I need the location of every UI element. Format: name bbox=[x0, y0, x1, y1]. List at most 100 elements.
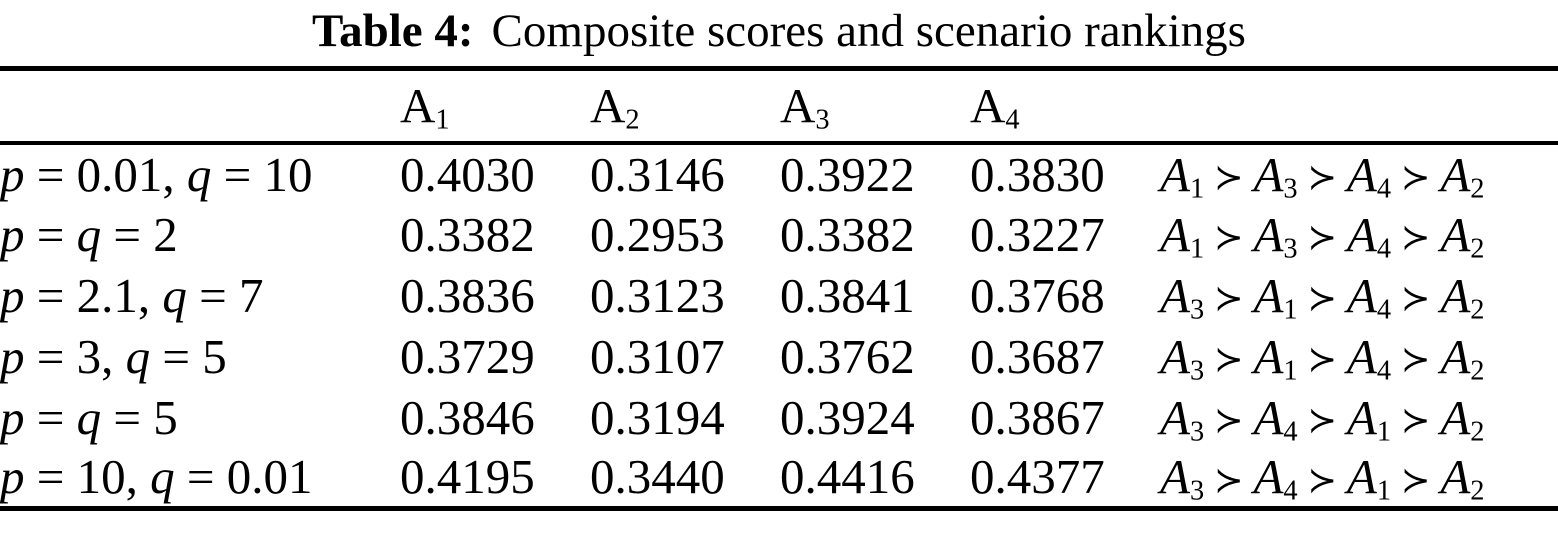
alternative-header-cell: A1 bbox=[400, 69, 590, 143]
alternative-subscript: 1 bbox=[1283, 293, 1298, 325]
corner-cell bbox=[0, 69, 400, 143]
alternative-subscript: 3 bbox=[1283, 232, 1298, 264]
score-cell: 0.3924 bbox=[780, 389, 915, 445]
table-caption-label: Table 4: bbox=[312, 5, 474, 57]
scenario-text: = 3, bbox=[24, 328, 126, 384]
succeeds-operator: ≻ bbox=[1400, 338, 1431, 380]
alternative-symbol: A bbox=[1346, 389, 1377, 445]
alternative-subscript: 2 bbox=[625, 104, 640, 136]
score-cell: 0.4030 bbox=[400, 146, 535, 202]
succeeds-operator: ≻ bbox=[1307, 459, 1338, 501]
alternative-subscript: 3 bbox=[1189, 293, 1205, 325]
alternative-subscript: 3 bbox=[1189, 354, 1205, 386]
table-row: p = 10, q = 0.01 0.4195 0.3440 0.4416 0.4377… bbox=[0, 448, 1558, 509]
scenario-cell: p = 0.01, q = 10 bbox=[0, 143, 400, 204]
score-cell: 0.3123 bbox=[590, 267, 725, 323]
score-cell: 0.3762 bbox=[780, 328, 915, 384]
alternative-symbol: A bbox=[1253, 389, 1284, 445]
ranking-cell: A3 ≻ A4 ≻ A1 ≻ A2 bbox=[1160, 387, 1558, 448]
alternative-header-cell: A3 bbox=[780, 69, 970, 143]
ranking-header-cell bbox=[1160, 69, 1558, 143]
table-body: p = 0.01, q = 10 0.4030 0.3146 0.3922 0.3830… bbox=[0, 143, 1558, 509]
score-cell: 0.3729 bbox=[400, 328, 535, 384]
ranking-cell: A1 ≻ A3 ≻ A4 ≻ A2 bbox=[1160, 204, 1558, 265]
scenario-cell: p = 3, q = 5 bbox=[0, 326, 400, 387]
alternative-symbol: A bbox=[1160, 389, 1190, 445]
succeeds-operator: ≻ bbox=[1307, 156, 1338, 198]
score-cell: 0.3382 bbox=[780, 206, 915, 262]
score-cell: 0.3227 bbox=[970, 206, 1105, 262]
succeeds-operator: ≻ bbox=[1400, 399, 1431, 441]
scenario-cell: p = q = 2 bbox=[0, 204, 400, 265]
score-cell: 0.3146 bbox=[590, 146, 725, 202]
score-cell: 0.4377 bbox=[970, 449, 1105, 505]
alternative-symbol: A bbox=[780, 78, 816, 134]
alternative-symbol: A bbox=[1440, 389, 1471, 445]
succeeds-operator: ≻ bbox=[1307, 338, 1338, 380]
alternative-subscript: 3 bbox=[1283, 172, 1298, 204]
alternative-symbol: A bbox=[1346, 206, 1377, 262]
scenario-text: = bbox=[24, 206, 77, 262]
alternative-symbol: A bbox=[400, 78, 436, 134]
alternative-symbol: A bbox=[1253, 449, 1284, 505]
score-cell: 0.3382 bbox=[400, 206, 535, 262]
score-cell: 0.4195 bbox=[400, 449, 535, 505]
succeeds-operator: ≻ bbox=[1214, 338, 1244, 380]
alternative-subscript: 3 bbox=[815, 104, 830, 136]
alternative-subscript: 1 bbox=[1376, 475, 1392, 507]
alternative-symbol: A bbox=[1160, 449, 1190, 505]
alternative-symbol: A bbox=[1346, 328, 1377, 384]
math-variable: p bbox=[0, 206, 25, 262]
alternative-subscript: 4 bbox=[1376, 172, 1392, 204]
alternative-symbol: A bbox=[1160, 328, 1190, 384]
alternative-subscript: 1 bbox=[1376, 415, 1392, 447]
ranking-cell: A3 ≻ A1 ≻ A4 ≻ A2 bbox=[1160, 326, 1558, 387]
alternative-subscript: 2 bbox=[1470, 232, 1485, 264]
succeeds-operator: ≻ bbox=[1214, 277, 1244, 319]
succeeds-operator: ≻ bbox=[1307, 277, 1338, 319]
alternative-subscript: 4 bbox=[1376, 293, 1392, 325]
alternative-symbol: A bbox=[1440, 328, 1471, 384]
succeeds-operator: ≻ bbox=[1214, 156, 1244, 198]
scenario-text: = 0.01, bbox=[24, 146, 187, 202]
succeeds-operator: ≻ bbox=[1307, 216, 1338, 258]
math-variable: q bbox=[76, 206, 102, 262]
table-header-row: A1 A2 A3 A4 bbox=[0, 69, 1558, 143]
score-cell: 0.3194 bbox=[590, 389, 725, 445]
alternative-subscript: 2 bbox=[1470, 415, 1485, 447]
alternative-subscript: 1 bbox=[1189, 172, 1205, 204]
table-row: p = q = 5 0.3846 0.3194 0.3924 0.3867 A3 ≻ A4 ≻ A… bbox=[0, 387, 1558, 448]
scenario-cell: p = 2.1, q = 7 bbox=[0, 265, 400, 326]
alternative-subscript: 4 bbox=[1005, 104, 1020, 136]
scores-table: A1 A2 A3 A4 p = 0.01, q = 10 0.4030 0.3146 0.3… bbox=[0, 66, 1558, 511]
alternative-subscript: 1 bbox=[1283, 354, 1298, 386]
succeeds-operator: ≻ bbox=[1400, 459, 1431, 501]
scenario-text: = 5 bbox=[101, 389, 178, 445]
alternative-symbol: A bbox=[1253, 328, 1284, 384]
scenario-text: = 10 bbox=[211, 146, 313, 202]
ranking-cell: A3 ≻ A1 ≻ A4 ≻ A2 bbox=[1160, 265, 1558, 326]
alternative-symbol: A bbox=[970, 78, 1006, 134]
alternative-symbol: A bbox=[1440, 146, 1471, 202]
table-head: A1 A2 A3 A4 bbox=[0, 69, 1558, 143]
table-caption: Table 4: Composite scores and scenario ra… bbox=[0, 2, 1558, 60]
table-row: p = q = 2 0.3382 0.2953 0.3382 0.3227 A1 ≻ A3 ≻ A… bbox=[0, 204, 1558, 265]
alternative-subscript: 2 bbox=[1470, 172, 1485, 204]
alternative-subscript: 4 bbox=[1376, 232, 1392, 264]
score-cell: 0.3867 bbox=[970, 389, 1105, 445]
succeeds-operator: ≻ bbox=[1214, 459, 1244, 501]
alternative-subscript: 3 bbox=[1189, 475, 1205, 507]
scenario-cell: p = 10, q = 0.01 bbox=[0, 448, 400, 509]
alternative-header-cell: A2 bbox=[590, 69, 780, 143]
math-variable: p bbox=[0, 267, 25, 323]
score-cell: 0.3846 bbox=[400, 389, 535, 445]
alternative-symbol: A bbox=[1253, 206, 1284, 262]
alternative-symbol: A bbox=[1160, 146, 1190, 202]
math-variable: q bbox=[186, 146, 212, 202]
math-variable: q bbox=[162, 267, 187, 323]
table-row: p = 0.01, q = 10 0.4030 0.3146 0.3922 0.3830… bbox=[0, 143, 1558, 204]
table-row: p = 2.1, q = 7 0.3836 0.3123 0.3841 0.3768 A3… bbox=[0, 265, 1558, 326]
alternative-symbol: A bbox=[1160, 267, 1190, 323]
score-cell: 0.3830 bbox=[970, 146, 1105, 202]
scenario-text: = 7 bbox=[186, 267, 264, 323]
